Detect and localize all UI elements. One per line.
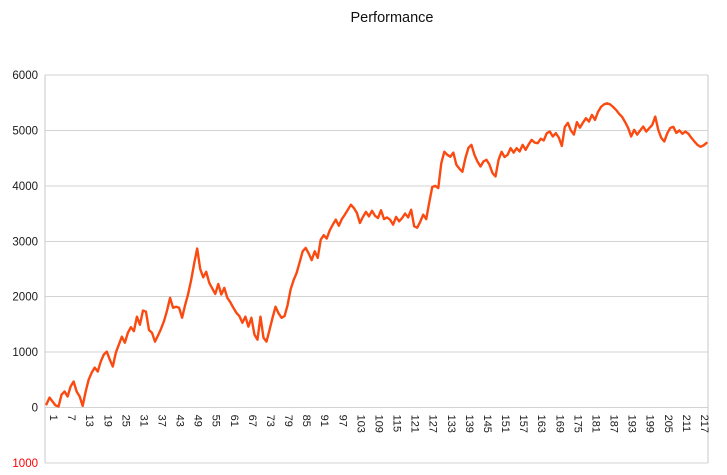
x-tick-label: 139 [463, 415, 475, 433]
x-tick-label: 115 [391, 415, 403, 433]
x-tick-label: 205 [662, 415, 674, 433]
x-tick-label: 187 [608, 415, 620, 433]
series-line [45, 102, 708, 408]
x-tick-label: 97 [336, 415, 348, 427]
y-tick-label: 1000 [12, 347, 38, 359]
x-tick-label: 19 [101, 415, 113, 427]
x-tick-label: 217 [698, 415, 710, 433]
y-tick-label: 5000 [12, 125, 38, 137]
x-tick-label: 211 [680, 415, 692, 433]
chart-title: Performance [350, 10, 434, 26]
x-tick-label: 133 [445, 415, 457, 433]
y-tick-label: 4000 [12, 181, 38, 193]
y-tick-label: 2000 [12, 292, 38, 304]
y-tick-label: 6000 [12, 70, 38, 82]
x-tick-label: 199 [644, 415, 656, 433]
y-tick-label: 1000 [12, 458, 38, 470]
x-tick-label: 7 [65, 415, 77, 421]
x-tick-label: 169 [553, 415, 565, 433]
x-tick-label: 43 [174, 415, 186, 427]
x-tick-label: 181 [589, 415, 601, 433]
x-tick-label: 109 [372, 415, 384, 433]
x-tick-label: 85 [300, 415, 312, 427]
x-tick-label: 73 [264, 415, 276, 427]
x-tick-label: 145 [481, 415, 493, 433]
x-tick-label: 151 [499, 415, 511, 433]
y-tick-label: 3000 [12, 236, 38, 248]
y-tick-label: 0 [32, 403, 38, 415]
x-tick-label: 127 [427, 415, 439, 433]
x-tick-label: 163 [535, 415, 547, 433]
x-tick-label: 175 [571, 415, 583, 433]
x-tick-label: 157 [517, 415, 529, 433]
x-tick-label: 55 [210, 415, 222, 427]
x-tick-label: 1 [47, 415, 59, 421]
x-tick-label: 67 [246, 415, 258, 427]
x-tick-label: 31 [137, 415, 149, 427]
x-tick-label: 91 [318, 415, 330, 427]
x-tick-label: 61 [228, 415, 240, 427]
x-tick-label: 13 [83, 415, 95, 427]
x-tick-label: 103 [354, 415, 366, 433]
x-tick-label: 37 [155, 415, 167, 427]
x-tick-label: 49 [192, 415, 204, 427]
x-tick-label: 121 [409, 415, 421, 433]
x-tick-label: 79 [282, 415, 294, 427]
x-tick-label: 25 [119, 415, 131, 427]
x-tick-label: 193 [626, 415, 638, 433]
